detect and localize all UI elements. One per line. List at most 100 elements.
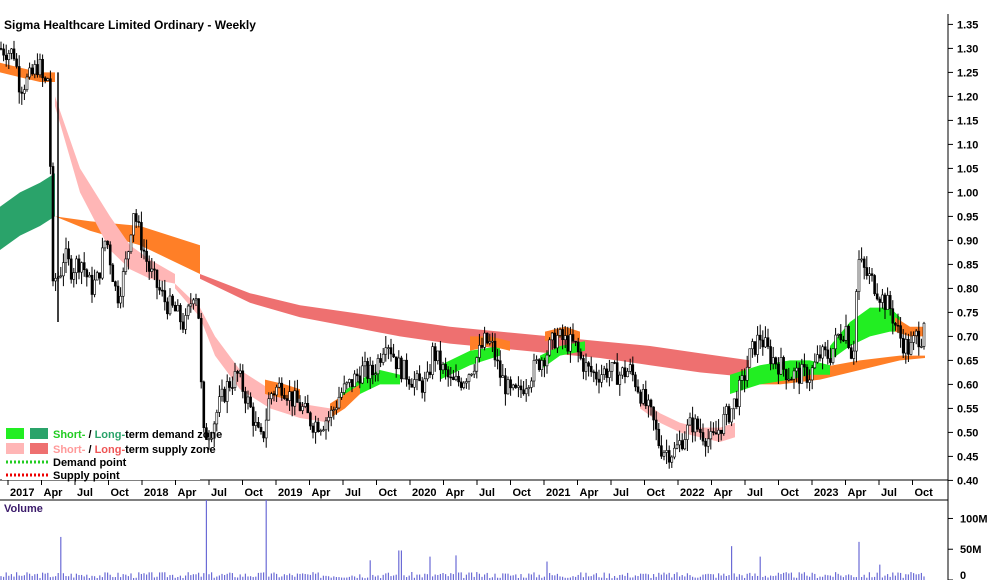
candle [322, 425, 325, 432]
candle [829, 347, 832, 366]
candle [410, 378, 414, 388]
candle-body [379, 358, 382, 363]
candle-body [639, 391, 642, 404]
candle [98, 272, 102, 285]
candle [462, 381, 466, 390]
candle [909, 331, 913, 356]
candle [199, 312, 203, 389]
candle [392, 343, 395, 359]
candle [501, 363, 505, 378]
candle-body [43, 77, 47, 81]
candle [865, 256, 869, 280]
candle-body [153, 268, 156, 271]
candle [844, 314, 848, 344]
candle [857, 250, 861, 301]
candle-body [72, 272, 76, 280]
candle [108, 241, 112, 275]
candle [917, 321, 921, 356]
candle-body [493, 340, 497, 361]
candle-body [98, 272, 102, 279]
candle [132, 213, 135, 243]
candle [264, 408, 268, 448]
y-tick-label: 1.15 [957, 115, 978, 127]
candle [114, 280, 117, 291]
candle-body [36, 64, 39, 76]
candle-body [223, 388, 226, 402]
candle-body [405, 359, 408, 380]
candle [795, 361, 798, 383]
candle [706, 428, 710, 454]
candle-body [140, 222, 143, 251]
candle [446, 366, 450, 387]
candle-body [800, 364, 804, 384]
candle [758, 324, 762, 349]
x-tick-label: 2018 [144, 487, 168, 499]
volume-tick-label: 100M [960, 513, 988, 525]
candle [20, 86, 24, 105]
y-tick-label: 1.30 [957, 43, 978, 55]
x-tick-label: Oct [245, 487, 264, 499]
candle [779, 347, 783, 376]
candle-body [634, 374, 637, 388]
candle-body [212, 423, 216, 439]
candle [493, 333, 497, 367]
candle-body [777, 363, 780, 375]
x-tick-label: Apr [178, 487, 198, 499]
candle-body [530, 380, 533, 388]
candle-body [602, 368, 606, 375]
candle [207, 430, 211, 450]
candle-body [82, 262, 86, 271]
candle-body [621, 367, 624, 376]
candle [639, 389, 642, 407]
candle-body [722, 414, 726, 434]
candle [605, 363, 609, 383]
legend-item-supply-zone: Short- / Long-term supply zone [53, 444, 216, 456]
candle [127, 250, 130, 270]
candle [67, 241, 70, 266]
candle [327, 411, 330, 432]
candle [527, 385, 531, 397]
candle [509, 376, 512, 396]
candle-body [727, 406, 731, 423]
candle [652, 406, 655, 431]
candle [272, 390, 276, 402]
y-tick-label: 0.45 [957, 451, 978, 463]
candle [134, 209, 138, 229]
candle [792, 367, 796, 389]
candle-body [147, 261, 151, 272]
candle [849, 343, 853, 360]
candle [693, 414, 697, 442]
candle-body [852, 350, 856, 359]
candle-body [423, 378, 427, 393]
candle-body [644, 389, 648, 407]
candle-body [459, 381, 463, 388]
x-tick-label: 2022 [680, 487, 704, 499]
candle-body [93, 279, 96, 295]
candle [54, 273, 57, 292]
candle [62, 253, 65, 287]
volume-title: Volume [4, 503, 43, 515]
y-tick-label: 0.55 [957, 403, 978, 415]
candle-body [0, 48, 3, 50]
candle [712, 422, 715, 436]
candle-body [267, 398, 271, 421]
candle-body [597, 378, 601, 383]
candle [569, 326, 572, 363]
x-tick-label: 2021 [546, 487, 570, 499]
candle-body [119, 295, 122, 304]
candle [358, 366, 362, 389]
candle-body [688, 417, 692, 426]
candle [483, 326, 486, 351]
candle [654, 411, 658, 441]
candle [319, 428, 323, 436]
candle [142, 239, 146, 260]
candle-body [660, 445, 663, 457]
candle [732, 398, 736, 420]
candle-body [90, 274, 94, 295]
candle [387, 344, 390, 360]
x-tick-label: Oct [781, 487, 800, 499]
candle-body [77, 258, 81, 273]
candle [587, 361, 590, 377]
candle-body [342, 383, 346, 393]
candle-body [618, 374, 622, 385]
